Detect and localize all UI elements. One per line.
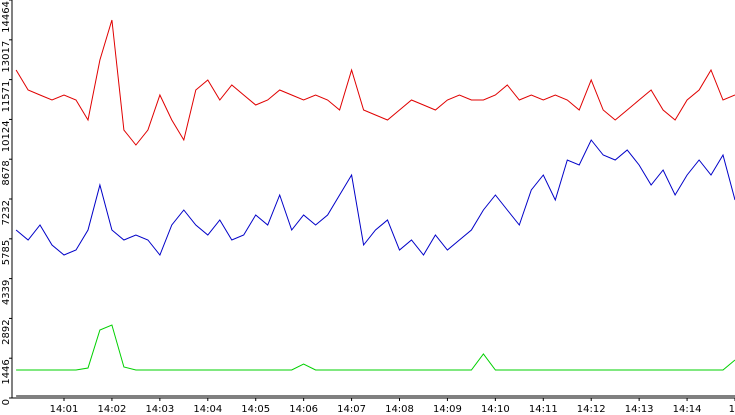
- y-tick-label: 13017: [1, 41, 12, 73]
- x-tick-label: 14: [729, 404, 735, 415]
- x-tick-label: 14:05: [241, 404, 270, 415]
- y-tick-label: 5785: [1, 240, 12, 265]
- x-tick-label: 14:12: [577, 404, 606, 415]
- y-tick-label: 1446: [1, 359, 12, 384]
- x-tick-label: 14:07: [337, 404, 366, 415]
- y-tick-label: 14464: [1, 1, 12, 33]
- x-tick-label: 14:02: [98, 404, 127, 415]
- y-tick-label: 7232: [1, 200, 12, 225]
- x-tick-label: 14:03: [145, 404, 174, 415]
- x-tick-label: 14:11: [529, 404, 558, 415]
- x-tick-label: 14:10: [481, 404, 510, 415]
- x-tick-label: 14:08: [385, 404, 414, 415]
- x-tick-label: 14:04: [193, 404, 222, 415]
- x-tick-label: 14:06: [289, 404, 318, 415]
- y-tick-label: 10124: [1, 120, 12, 152]
- x-tick-label: 14:13: [625, 404, 654, 415]
- x-tick-label: 14:14: [673, 404, 702, 415]
- series-line: [15, 19, 735, 146]
- x-tick-label: 14:01: [50, 404, 79, 415]
- series-line: [16, 324, 735, 371]
- y-tick-label: 2892: [1, 319, 12, 344]
- y-tick-label: 8678: [1, 160, 12, 185]
- x-tick-label: 14:09: [433, 404, 462, 415]
- y-tick-label: 0: [1, 399, 12, 405]
- series-line: [15, 139, 735, 256]
- y-tick-label: 11571: [1, 81, 12, 113]
- y-tick-label: 4339: [1, 280, 12, 305]
